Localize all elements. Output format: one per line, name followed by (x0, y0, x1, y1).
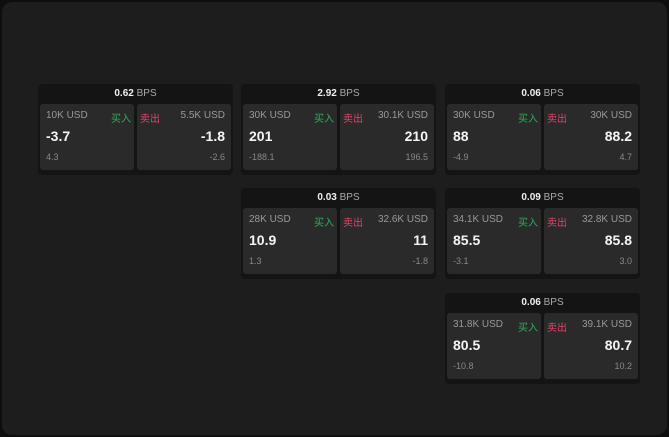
buy-price: 85.5 (453, 232, 481, 248)
sell-label: 卖出 (547, 114, 567, 125)
sell-card[interactable]: 卖出 39.1K USD 80.7 10.2 (544, 313, 638, 379)
spread-unit: BPS (543, 297, 564, 308)
buy-quantity: 30K USD (249, 110, 291, 121)
buy-card[interactable]: 31.8K USD 买入 80.5 -10.8 (447, 313, 541, 379)
spread-header: 0.62 BPS (38, 84, 233, 104)
sell-card[interactable]: 卖出 32.8K USD 85.8 3.0 (544, 208, 638, 274)
sell-card[interactable]: 卖出 30.1K USD 210 196.5 (340, 104, 434, 170)
sell-quantity: 5.5K USD (180, 110, 225, 121)
sell-quantity: 39.1K USD (581, 319, 632, 330)
buy-price: -3.7 (46, 128, 71, 144)
spread-unit: BPS (339, 192, 360, 203)
buy-change: -10.8 (453, 361, 474, 371)
buy-quantity: 10K USD (46, 110, 88, 121)
buy-quantity: 28K USD (249, 214, 291, 225)
buy-price: 10.9 (249, 232, 277, 248)
spread-value: 0.09 (521, 192, 541, 203)
spread-header: 0.06 BPS (445, 84, 640, 104)
spread-value: 0.03 (317, 192, 337, 203)
buy-label: 买入 (314, 218, 334, 229)
sell-price: 210 (404, 128, 428, 144)
sell-label: 卖出 (547, 323, 567, 334)
buy-label: 买入 (518, 218, 538, 229)
sell-price: 88.2 (604, 128, 632, 144)
buy-change: -188.1 (249, 152, 275, 162)
sell-quantity: 32.6K USD (377, 214, 428, 225)
spread-unit: BPS (339, 88, 360, 99)
sell-quantity: 30.1K USD (377, 110, 428, 121)
buy-quantity: 34.1K USD (453, 214, 504, 225)
spread-unit: BPS (136, 88, 157, 99)
buy-price: 201 (249, 128, 273, 144)
quote-widget: 0.06 BPS 30K USD 买入 88 -4.9 卖出 30K USD 8… (445, 84, 640, 175)
spread-unit: BPS (543, 192, 564, 203)
quote-widget: 0.09 BPS 34.1K USD 买入 85.5 -3.1 卖出 32.8K… (445, 188, 640, 279)
sell-price: 11 (413, 232, 428, 248)
buy-label: 买入 (518, 323, 538, 334)
buy-card[interactable]: 10K USD 买入 -3.7 4.3 (40, 104, 134, 170)
sell-card[interactable]: 卖出 30K USD 88.2 4.7 (544, 104, 638, 170)
sell-quantity: 30K USD (590, 110, 632, 121)
sell-label: 卖出 (140, 114, 160, 125)
quote-widget: 0.03 BPS 28K USD 买入 10.9 1.3 卖出 32.6K US… (241, 188, 436, 279)
buy-quantity: 30K USD (453, 110, 495, 121)
sell-change: 3.0 (619, 256, 632, 266)
spread-header: 0.09 BPS (445, 188, 640, 208)
quote-widget: 0.06 BPS 31.8K USD 买入 80.5 -10.8 卖出 39.1… (445, 293, 640, 384)
buy-card[interactable]: 28K USD 买入 10.9 1.3 (243, 208, 337, 274)
sell-label: 卖出 (547, 218, 567, 229)
sell-change: 10.2 (614, 361, 632, 371)
buy-change: -3.1 (453, 256, 469, 266)
spread-header: 0.06 BPS (445, 293, 640, 313)
sell-change: 4.7 (619, 152, 632, 162)
buy-label: 买入 (314, 114, 334, 125)
sell-label: 卖出 (343, 218, 363, 229)
spread-value: 0.06 (521, 297, 541, 308)
buy-quantity: 31.8K USD (453, 319, 504, 330)
spread-header: 0.03 BPS (241, 188, 436, 208)
buy-label: 买入 (111, 114, 131, 125)
sell-price: 80.7 (604, 337, 632, 353)
sell-card[interactable]: 卖出 5.5K USD -1.8 -2.6 (137, 104, 231, 170)
buy-price: 88 (453, 128, 469, 144)
spread-value: 0.62 (114, 88, 134, 99)
sell-card[interactable]: 卖出 32.6K USD 11 -1.8 (340, 208, 434, 274)
spread-value: 2.92 (317, 88, 337, 99)
buy-card[interactable]: 34.1K USD 买入 85.5 -3.1 (447, 208, 541, 274)
sell-change: 196.5 (405, 152, 428, 162)
quote-widget: 2.92 BPS 30K USD 买入 201 -188.1 卖出 30.1K … (241, 84, 436, 175)
spread-header: 2.92 BPS (241, 84, 436, 104)
sell-quantity: 32.8K USD (581, 214, 632, 225)
sell-price: -1.8 (200, 128, 225, 144)
sell-price: 85.8 (604, 232, 632, 248)
buy-card[interactable]: 30K USD 买入 201 -188.1 (243, 104, 337, 170)
buy-card[interactable]: 30K USD 买入 88 -4.9 (447, 104, 541, 170)
buy-change: 1.3 (249, 256, 262, 266)
sell-change: -1.8 (412, 256, 428, 266)
buy-change: -4.9 (453, 152, 469, 162)
sell-change: -2.6 (209, 152, 225, 162)
spread-value: 0.06 (521, 88, 541, 99)
buy-change: 4.3 (46, 152, 59, 162)
spread-unit: BPS (543, 88, 564, 99)
sell-label: 卖出 (343, 114, 363, 125)
buy-label: 买入 (518, 114, 538, 125)
quote-widget: 0.62 BPS 10K USD 买入 -3.7 4.3 卖出 5.5K USD… (38, 84, 233, 175)
buy-price: 80.5 (453, 337, 481, 353)
